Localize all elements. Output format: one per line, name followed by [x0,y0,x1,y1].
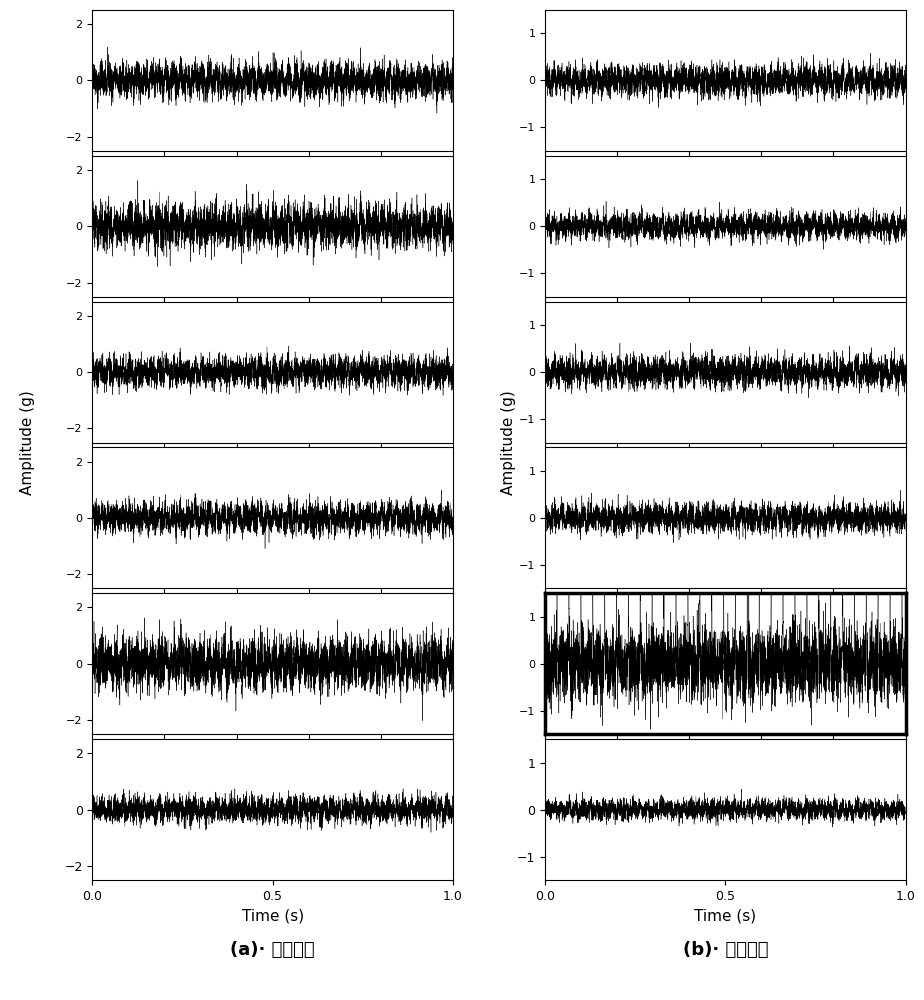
Text: 0.033 s ↵: 0.033 s ↵ [560,764,614,774]
X-axis label: Time (s): Time (s) [241,908,304,923]
Text: (a)· 正常信号: (a)· 正常信号 [230,941,315,959]
Text: Amplitude (g): Amplitude (g) [501,390,516,495]
Text: Amplitude (g): Amplitude (g) [20,390,35,495]
Text: (b)· 故障信号: (b)· 故障信号 [683,941,768,959]
X-axis label: Time (s): Time (s) [694,908,757,923]
